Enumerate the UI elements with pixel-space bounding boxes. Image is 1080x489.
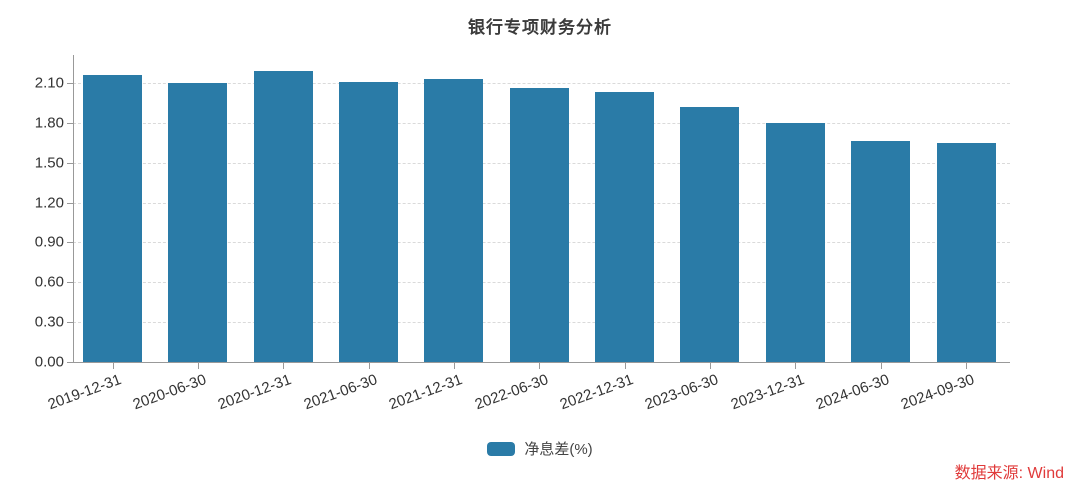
y-axis-tick [67,83,73,84]
y-axis-label: 1.80 [34,114,64,132]
x-axis-tick [283,363,285,369]
x-axis-tick [368,363,370,369]
bar [509,88,569,362]
y-axis-label: 0.00 [34,353,64,371]
y-axis-tick [67,362,73,363]
legend-swatch-icon [487,441,516,456]
x-axis-label: 2023-12-31 [728,371,807,414]
y-axis-line [73,55,74,362]
chart-title: 银行专项财务分析 [468,18,612,37]
y-axis-tick [67,162,73,164]
x-axis-tick [709,363,711,369]
y-gridline [73,83,1010,84]
y-axis-tick [67,242,73,244]
bar [168,83,228,362]
bar [765,122,825,362]
x-axis-tick [795,363,797,369]
y-axis-label: 0.30 [34,313,64,331]
bar [680,106,740,362]
legend-label: 净息差(%) [524,441,593,458]
data-source-text: 数据来源: Wind [954,465,1064,482]
x-axis-label: 2020-12-31 [216,371,295,414]
x-axis-tick [453,363,455,369]
bar [253,71,313,362]
x-axis-label: 2022-12-31 [557,371,636,414]
y-axis-tick [67,322,73,324]
x-axis-tick [624,363,626,369]
x-axis-label: 2024-09-30 [898,371,977,414]
x-axis-label: 2022-06-30 [472,371,551,414]
bar [936,142,996,362]
x-axis-tick [112,363,114,369]
x-axis-label: 2024-06-30 [813,371,892,414]
x-axis-label: 2021-06-30 [301,371,380,414]
bar [595,92,655,362]
y-axis-tick [67,282,73,284]
x-axis-label: 2023-06-30 [642,371,721,414]
bar [851,141,911,362]
x-axis-label: 2019-12-31 [45,371,124,414]
bar [339,81,399,362]
x-axis-label: 2021-12-31 [386,371,465,414]
bar [83,75,142,362]
bar [424,79,484,362]
x-axis-line [73,362,1010,363]
y-axis-label: 1.20 [34,194,64,212]
y-axis-label: 0.60 [34,273,64,291]
y-axis-tick [67,122,73,124]
y-axis-label: 1.50 [34,154,64,172]
x-axis-label: 2020-06-30 [130,371,209,414]
x-axis-tick [197,363,199,369]
y-axis-tick [67,202,73,204]
x-axis-tick [539,363,541,369]
y-axis-label: 2.10 [34,74,64,92]
y-axis-label: 0.90 [34,233,64,251]
legend-item[interactable]: 净息差(%) [0,438,1080,459]
x-axis-tick [966,363,967,369]
x-axis-tick [880,363,882,369]
